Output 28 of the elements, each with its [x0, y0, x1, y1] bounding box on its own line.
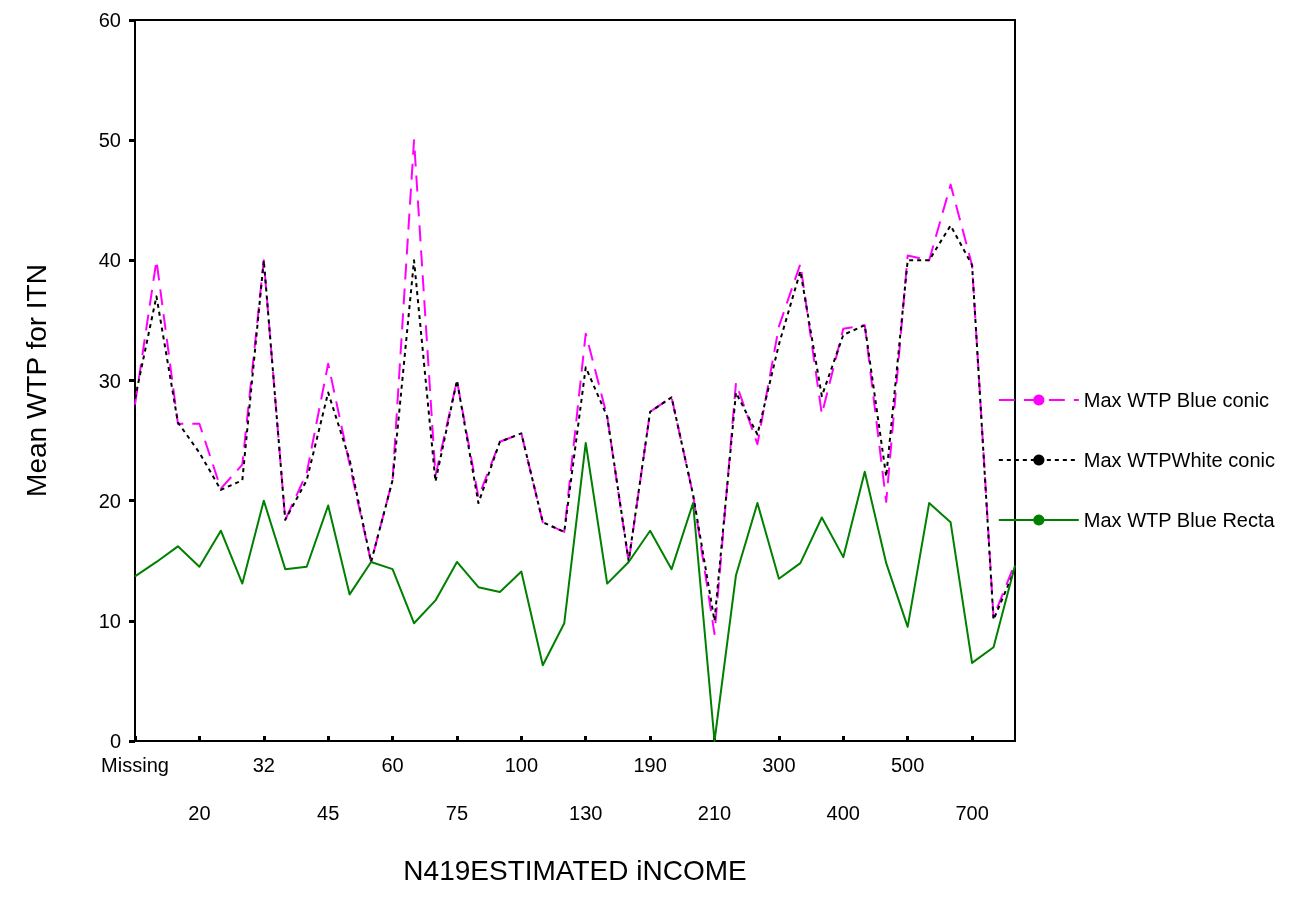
x-tick-label: 700	[955, 802, 989, 824]
x-tick-label: 75	[445, 802, 469, 824]
x-tick-label: 500	[891, 754, 925, 776]
legend-label: Max WTPWhite conic	[1083, 449, 1275, 471]
y-tick-label: 20	[98, 489, 121, 512]
x-tick-label: 300	[762, 754, 796, 776]
x-tick-label: 190	[633, 754, 667, 776]
x-tick-label: 60	[381, 754, 404, 776]
line-series	[134, 139, 1016, 636]
legend-label: Max WTP Blue Recta	[1083, 509, 1276, 531]
y-tick-label: 30	[98, 369, 121, 392]
y-tick-label: 50	[98, 129, 121, 152]
x-tick-label: 130	[569, 802, 603, 824]
x-tick-label: 20	[188, 802, 211, 824]
x-tick-label: 45	[317, 802, 340, 824]
y-tick-label: 40	[98, 249, 121, 272]
x-tick-label: 210	[697, 802, 732, 824]
x-tick-label: 400	[826, 802, 860, 824]
line-series	[134, 441, 1016, 742]
y-tick-label: 10	[98, 609, 121, 632]
x-tick-label: 100	[504, 754, 539, 776]
legend-label: Max WTP Blue conic	[1083, 389, 1270, 411]
x-tick-label: Missing	[101, 754, 169, 776]
y-axis-title: Mean WTP for ITN	[20, 264, 52, 497]
y-tick-label: 60	[98, 9, 121, 31]
y-tick-label: 0	[109, 730, 121, 752]
x-tick-label: 32	[252, 754, 275, 776]
x-axis-title: N419ESTIMATED iNCOME	[403, 854, 747, 886]
